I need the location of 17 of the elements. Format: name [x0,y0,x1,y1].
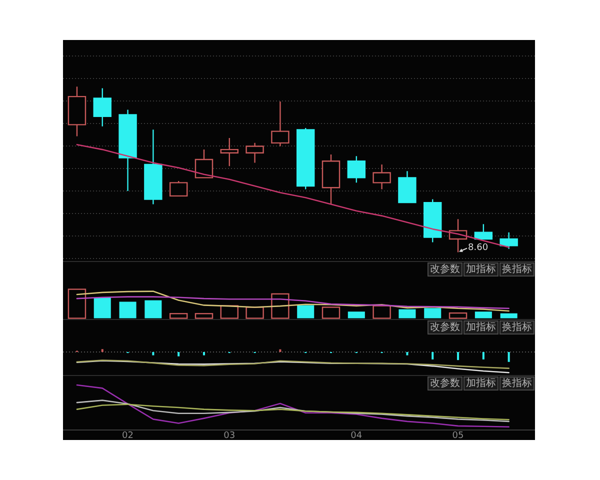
button: 换指标 [500,262,534,276]
x-tick-label: 02 [122,431,134,441]
x-tick-label: 03 [224,431,236,441]
button: 加指标 [464,320,498,334]
x-tick-label: 04 [350,431,362,441]
annotation: 加指标 [466,377,496,390]
annotation: 8.60 [468,243,488,254]
button: 加指标 [464,376,498,390]
button: 换指标 [500,376,534,390]
annotation: 换指标 [502,377,532,390]
button: 换指标 [500,320,534,334]
button: 改参数 [428,320,462,334]
button: 改参数 [428,376,462,390]
x-tick-label: 05 [452,431,464,441]
annotation: 改参数 [430,377,460,390]
button: 加指标 [464,262,498,276]
button: 改参数 [428,262,462,276]
